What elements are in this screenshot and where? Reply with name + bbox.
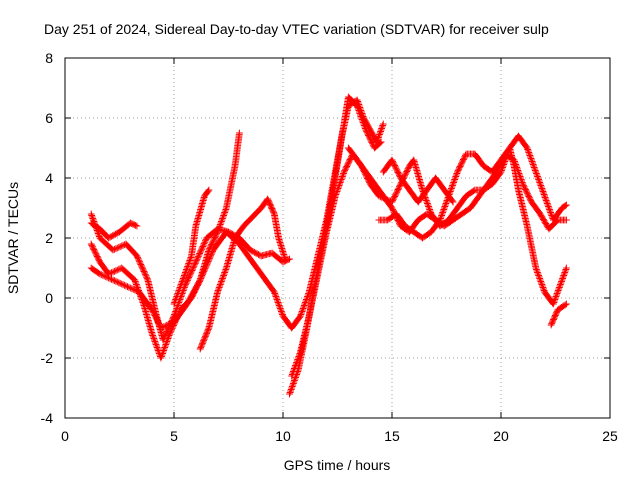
series-markers — [87, 93, 385, 332]
x-tick-label: 0 — [61, 428, 69, 444]
y-tick-label: 4 — [45, 170, 53, 186]
data-points — [87, 93, 570, 398]
y-tick-label: 0 — [45, 290, 53, 306]
x-tick-label: 25 — [602, 428, 618, 444]
series-track-11 — [547, 300, 570, 329]
x-tick-label: 5 — [170, 428, 178, 444]
series-track-5 — [170, 186, 213, 308]
series-track-8 — [288, 132, 570, 380]
plot-frame — [64, 57, 611, 419]
chart-title: Day 251 of 2024, Sidereal Day-to-day VTE… — [44, 21, 549, 37]
series-markers — [87, 210, 293, 344]
series-markers — [87, 219, 141, 242]
series-track-12 — [379, 156, 457, 206]
series-track-6 — [196, 195, 289, 353]
series-markers — [379, 156, 457, 206]
x-tick-label: 10 — [275, 428, 291, 444]
series-track-4 — [87, 93, 385, 332]
series-markers — [170, 186, 213, 308]
y-tick-label: -2 — [41, 350, 54, 366]
series-markers — [547, 300, 570, 329]
x-tick-label: 15 — [384, 428, 400, 444]
y-axis-label: SDTVAR / TECUs — [5, 182, 21, 294]
series-track-2 — [87, 219, 141, 242]
series-markers — [196, 195, 289, 353]
series-markers — [288, 132, 570, 380]
series-markers — [375, 144, 570, 308]
x-tick-label: 20 — [493, 428, 509, 444]
y-tick-label: 2 — [45, 230, 53, 246]
x-axis-label: GPS time / hours — [284, 457, 391, 473]
series-track-10 — [375, 144, 570, 308]
series-track-1 — [87, 210, 293, 344]
y-tick-labels: -4 -2 0 2 4 6 8 — [41, 50, 54, 426]
y-tick-label: 6 — [45, 110, 53, 126]
y-tick-label: -4 — [41, 410, 54, 426]
x-tick-labels: 0 5 10 15 20 25 — [61, 428, 618, 444]
y-tick-label: 8 — [45, 50, 53, 66]
